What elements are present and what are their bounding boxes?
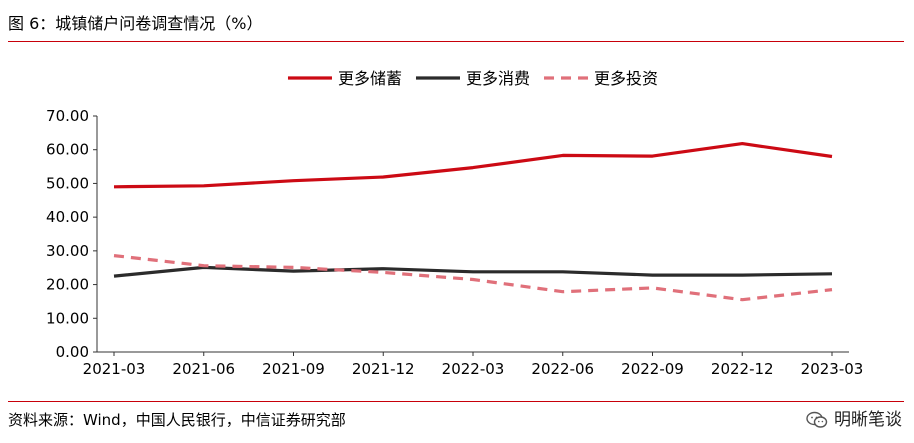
legend-label-3: 更多投资	[594, 69, 658, 88]
x-tick-label: 2022-12	[711, 360, 774, 378]
wechat-icon	[806, 411, 828, 428]
chart-legend: 更多储蓄 更多消费 更多投资	[287, 69, 658, 88]
top-divider	[8, 41, 904, 42]
legend-label-2: 更多消费	[466, 69, 530, 88]
line-chart: 更多储蓄 更多消费 更多投资 0.00 10.00 20.00 30.00 40.00 50.…	[46, 69, 863, 378]
chart-axes: 0.00 10.00 20.00 30.00 40.00 50.00 60.00 70.00 2…	[46, 107, 863, 378]
bottom-divider	[8, 401, 904, 402]
chart-series	[113, 142, 833, 302]
x-tick-label: 2022-09	[621, 360, 684, 378]
x-tick-label: 2021-12	[352, 360, 415, 378]
series-line-2	[113, 265, 833, 278]
x-tick-label: 2022-03	[442, 360, 505, 378]
series-line-3	[113, 254, 833, 302]
x-tick-label: 2021-09	[262, 360, 325, 378]
y-tick-label: 70.00	[46, 107, 89, 125]
legend-label-1: 更多储蓄	[338, 69, 402, 88]
x-tick-label: 2022-06	[531, 360, 594, 378]
x-tick-label: 2021-06	[172, 360, 235, 378]
x-tick-label: 2023-03	[801, 360, 864, 378]
y-tick-label: 40.00	[46, 208, 89, 226]
page-title: 图 6：城镇储户问卷调查情况（%）	[8, 14, 263, 33]
y-tick-label: 10.00	[46, 309, 89, 327]
y-tick-label: 50.00	[46, 174, 89, 192]
y-tick-label: 60.00	[46, 141, 89, 159]
x-tick-label: 2021-03	[83, 360, 146, 378]
series-line-1	[113, 142, 833, 189]
y-tick-label: 0.00	[56, 343, 89, 361]
watermark-text: 明晰笔谈	[834, 410, 902, 430]
y-tick-label: 20.00	[46, 276, 89, 294]
watermark: 明晰笔谈	[806, 410, 902, 430]
source-note: 资料来源：Wind，中国人民银行，中信证券研究部	[8, 411, 346, 429]
y-tick-label: 30.00	[46, 242, 89, 260]
